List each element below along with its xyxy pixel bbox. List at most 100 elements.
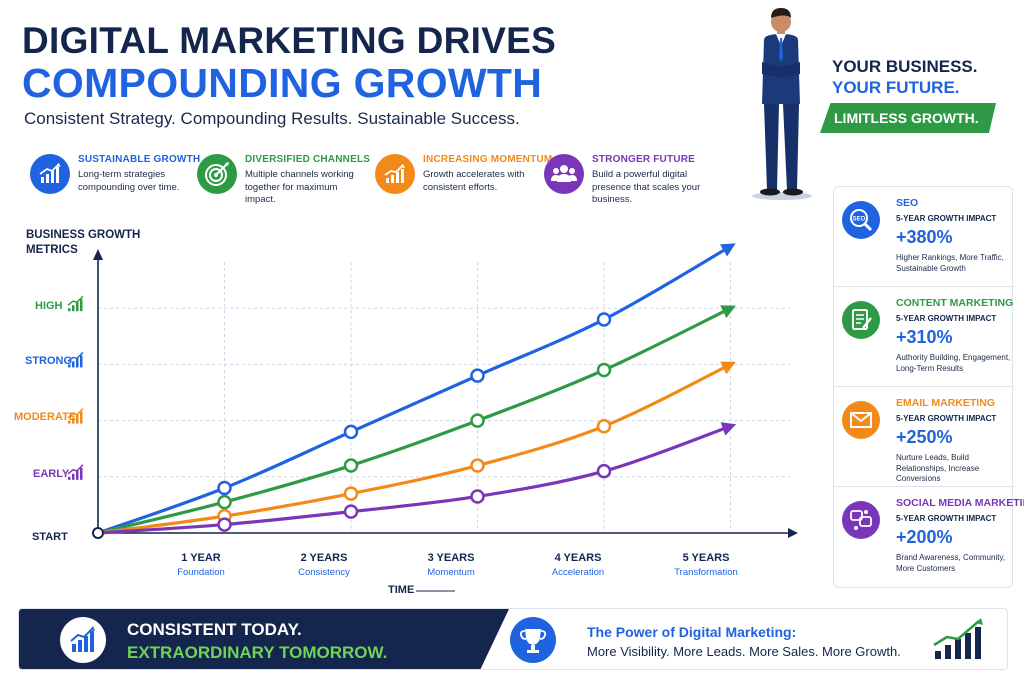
impact-name: SEO bbox=[896, 197, 919, 209]
impact-value: +200% bbox=[896, 527, 953, 547]
limitless-growth-banner: LIMITLESS GROWTH. bbox=[820, 103, 996, 133]
level-chart-icon bbox=[67, 408, 84, 424]
impact-card-social-media-marketing: SOCIAL MEDIA MARKETING 5-YEAR GROWTH IMP… bbox=[834, 487, 1024, 587]
y-level-early: EARLY bbox=[33, 468, 70, 480]
impact-value: +250% bbox=[896, 427, 953, 447]
series-line bbox=[96, 244, 733, 535]
level-icon-bar bbox=[68, 420, 71, 424]
chart-axes bbox=[93, 249, 798, 592]
x-tick-1-year: 1 YEAR Foundation bbox=[146, 552, 256, 578]
x-tick-2-years: 2 YEARS Consistency bbox=[269, 552, 379, 578]
feature-desc: Build a powerful digital presence that s… bbox=[592, 169, 701, 205]
impact-desc: Brand Awareness, Community, More Custome… bbox=[896, 553, 1006, 573]
data-point bbox=[217, 517, 232, 532]
level-chart-icon bbox=[67, 351, 84, 368]
level-icon-bar bbox=[76, 414, 79, 424]
x-tick-label: 3 YEARS bbox=[427, 552, 475, 564]
growth-chart-icon bbox=[60, 617, 106, 663]
level-icon-bar bbox=[72, 473, 75, 480]
footer-power-title: The Power of Digital Marketing: bbox=[587, 624, 797, 640]
tagline-line2: YOUR FUTURE. bbox=[832, 78, 960, 97]
level-icon-bar bbox=[80, 467, 83, 480]
data-point bbox=[470, 413, 485, 428]
feature-title: DIVERSIFIED CHANNELS bbox=[245, 154, 371, 165]
impact-desc: Authority Building, Engagement, Long-Ter… bbox=[896, 353, 1011, 373]
data-point bbox=[343, 458, 359, 473]
data-point bbox=[343, 486, 359, 501]
feature-desc: Growth accelerates with consistent effor… bbox=[423, 169, 525, 193]
chart-grid bbox=[98, 262, 790, 533]
x-tick-4-years: 4 YEARS Acceleration bbox=[523, 552, 633, 578]
data-point bbox=[217, 480, 232, 496]
impact-desc: Nurture Leads, Build Relationships, Incr… bbox=[896, 453, 980, 483]
data-point bbox=[217, 494, 232, 510]
impact-label: 5-YEAR GROWTH IMPACT bbox=[896, 214, 997, 223]
data-point bbox=[596, 418, 612, 434]
tagline-line1: YOUR BUSINESS. bbox=[832, 57, 978, 76]
level-icons bbox=[67, 295, 84, 480]
svg-text:SEO: SEO bbox=[853, 217, 866, 223]
impact-name: CONTENT MARKETING bbox=[896, 297, 1014, 309]
rising-chart-icon bbox=[375, 154, 415, 194]
feature-desc: Long-term strategies compounding over ti… bbox=[78, 169, 180, 193]
x-tick-stage: Transformation bbox=[674, 567, 738, 578]
level-icon-bar bbox=[72, 305, 75, 312]
x-tick-stage: Acceleration bbox=[551, 567, 605, 578]
impact-card-content-marketing: CONTENT MARKETING 5-YEAR GROWTH IMPACT +… bbox=[834, 287, 1014, 387]
x-tick-label: 4 YEARS bbox=[554, 552, 602, 564]
x-tick-stage: Foundation bbox=[177, 567, 225, 578]
impact-value: +380% bbox=[896, 227, 953, 247]
feature-stronger-future: STRONGER FUTURE Build a powerful digital… bbox=[544, 152, 714, 214]
footer-banner: CONSISTENT TODAY. EXTRAORDINARY TOMORROW… bbox=[18, 608, 1008, 670]
data-point bbox=[470, 368, 485, 383]
x-axis-label: TIME bbox=[388, 584, 415, 596]
document-edit-icon bbox=[842, 301, 880, 339]
y-level-moderate: MODERATE bbox=[14, 411, 77, 423]
seo-magnifier-icon: SEO bbox=[842, 201, 880, 239]
page-title-line1: DIGITAL MARKETING DRIVES bbox=[22, 20, 557, 61]
y-level-start: START bbox=[32, 531, 68, 543]
footer-line1: CONSISTENT TODAY. bbox=[127, 620, 302, 639]
impact-name: SOCIAL MEDIA MARKETING bbox=[896, 497, 1024, 509]
level-icon-trend bbox=[67, 408, 84, 419]
target-icon bbox=[197, 154, 237, 194]
series-line bbox=[96, 424, 733, 535]
level-icon-bar bbox=[68, 308, 71, 312]
level-icon-bar bbox=[80, 299, 83, 312]
footer-line2: EXTRAORDINARY TOMORROW. bbox=[127, 643, 388, 662]
level-icon-bar bbox=[80, 355, 83, 368]
y-level-strong: STRONG bbox=[25, 355, 73, 367]
data-point bbox=[596, 312, 612, 327]
level-icon-bar bbox=[76, 470, 79, 480]
feature-title: SUSTAINABLE GROWTH bbox=[78, 154, 201, 165]
level-icon-trend bbox=[67, 351, 84, 362]
x-tick-3-years: 3 YEARS Momentum bbox=[396, 552, 506, 578]
series-arrowhead bbox=[720, 305, 736, 319]
origin-point bbox=[92, 527, 104, 539]
x-tick-label: 5 YEARS bbox=[682, 552, 730, 564]
level-icon-trend bbox=[67, 295, 84, 306]
envelope-icon bbox=[842, 401, 880, 439]
chart-series bbox=[92, 243, 737, 539]
impact-label: 5-YEAR GROWTH IMPACT bbox=[896, 314, 997, 323]
data-point bbox=[343, 504, 359, 519]
social-chat-icon bbox=[842, 501, 880, 539]
impact-name: EMAIL MARKETING bbox=[896, 397, 995, 409]
level-icon-bar bbox=[68, 364, 71, 368]
level-icon-bar bbox=[76, 358, 79, 368]
data-point bbox=[470, 489, 485, 504]
footer-power-desc: More Visibility. More Leads. More Sales.… bbox=[587, 644, 901, 659]
businessman-illustration bbox=[752, 8, 812, 200]
x-tick-stage: Consistency bbox=[298, 567, 350, 578]
impact-label: 5-YEAR GROWTH IMPACT bbox=[896, 514, 997, 523]
impact-label: 5-YEAR GROWTH IMPACT bbox=[896, 414, 997, 423]
feature-increasing-momentum: INCREASING MOMENTUM Growth accelerates w… bbox=[375, 152, 552, 214]
series-line bbox=[96, 306, 733, 535]
level-icon-bar bbox=[80, 411, 83, 424]
data-point bbox=[596, 463, 612, 479]
trophy-icon bbox=[510, 617, 556, 663]
x-tick-label: 1 YEAR bbox=[181, 552, 221, 564]
y-axis-label: BUSINESS GROWTH METRICS bbox=[26, 229, 141, 256]
level-icon-bar bbox=[72, 361, 75, 368]
